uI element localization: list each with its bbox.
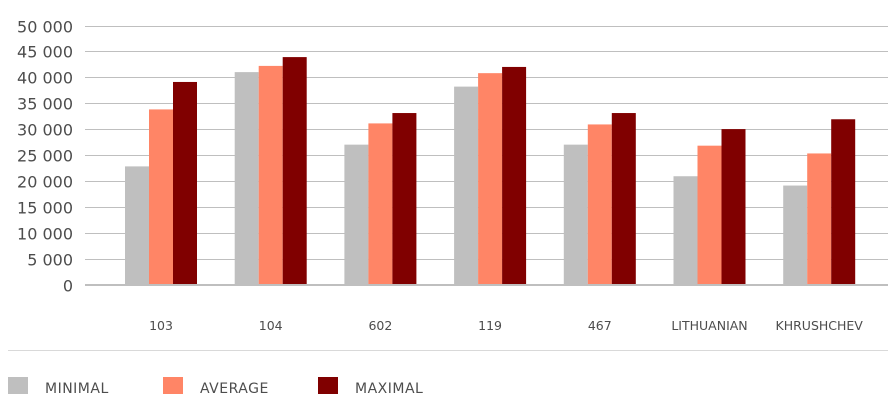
x-category-label: 467 (588, 318, 612, 333)
y-tick-label: 35 000 (17, 95, 73, 114)
y-tick-label: 10 000 (17, 225, 73, 244)
y-tick-label: 40 000 (17, 69, 73, 88)
legend-label-average: AVERAGE (200, 381, 269, 394)
bar-average-103 (149, 109, 173, 285)
bar-maximal-104 (282, 57, 307, 285)
bar-minimal-lithuanian (673, 176, 698, 285)
bar-maximal-khrushchev (831, 119, 856, 285)
legend-swatch-average (163, 377, 183, 394)
legend-label-minimal: MINIMAL (45, 381, 109, 394)
legend-swatch-maximal (318, 377, 338, 394)
bar-average-lithuanian (697, 145, 722, 285)
y-tick-label: 25 000 (17, 147, 73, 166)
bar-maximal-467 (611, 113, 636, 285)
y-tick-label: 0 (63, 277, 73, 296)
bar-minimal-104 (234, 72, 259, 285)
y-tick-label: 5 000 (27, 251, 73, 270)
bar-minimal-467 (563, 144, 588, 285)
bar-minimal-khrushchev (783, 185, 808, 285)
y-tick-label: 30 000 (17, 121, 73, 140)
bar-maximal-103 (173, 81, 197, 285)
y-tick-label: 45 000 (17, 43, 73, 62)
x-category-label: 602 (368, 318, 392, 333)
y-tick-label: 50 000 (17, 18, 73, 37)
x-category-label: 104 (259, 318, 283, 333)
bar-minimal-602 (344, 144, 369, 285)
x-category-label: 119 (478, 318, 502, 333)
bar-maximal-602 (392, 113, 417, 285)
bar-average-khrushchev (807, 153, 832, 285)
bar-minimal-103 (125, 166, 149, 285)
x-category-label: 103 (149, 318, 173, 333)
x-category-label: KHRUSHCHEV (776, 318, 864, 333)
bar-maximal-119 (502, 66, 527, 285)
bar-average-467 (587, 124, 612, 285)
bar-average-602 (368, 123, 393, 285)
x-category-label: LITHUANIAN (671, 318, 747, 333)
bar-minimal-119 (454, 86, 479, 285)
bar-average-119 (478, 73, 503, 285)
legend-label-maximal: MAXIMAL (355, 381, 423, 394)
y-axis-tick-labels: 0 5 000 10 000 15 000 20 000 25 000 30 000 35 0… (17, 18, 73, 296)
bar-average-104 (258, 65, 283, 285)
bars (85, 57, 888, 285)
y-tick-label: 20 000 (17, 173, 73, 192)
y-tick-label: 15 000 (17, 199, 73, 218)
legend: MINIMAL AVERAGE MAXIMAL (8, 377, 423, 394)
bar-maximal-lithuanian (721, 129, 746, 285)
legend-swatch-minimal (8, 377, 28, 394)
x-axis-category-labels: 103 104 602 119 467 LITHUANIAN KHRUSHCHEV (149, 318, 863, 333)
